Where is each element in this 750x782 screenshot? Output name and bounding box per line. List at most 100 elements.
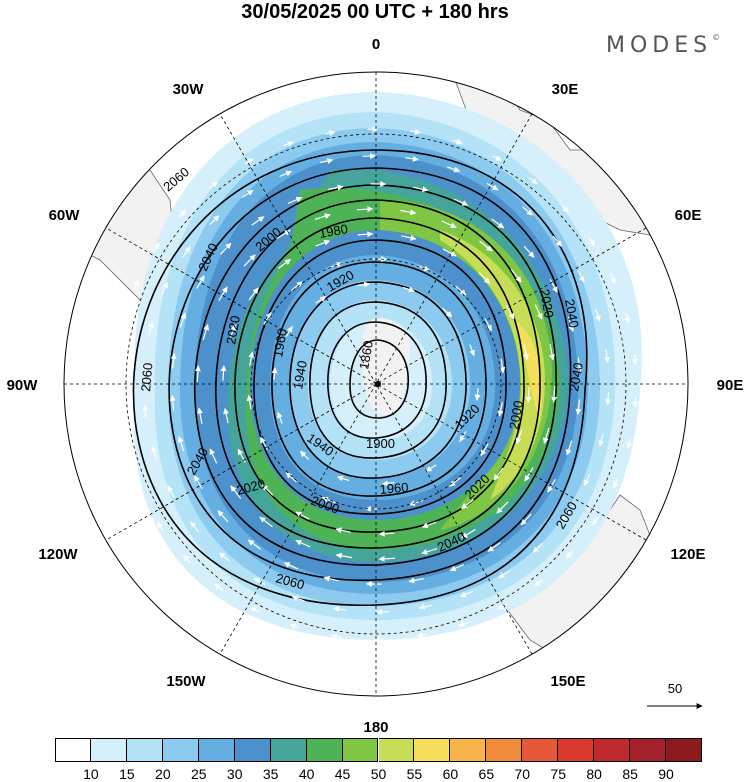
wind-vector-arrow [295,539,311,548]
colorbar-tick-label: 70 [514,766,531,782]
wind-vector-arrow [271,367,278,380]
wind-vector-arrow [335,552,353,559]
map-boundary [63,71,689,697]
wind-vector-arrow [469,344,475,357]
wind-vector-arrow [497,603,508,610]
contour-label: 2020 [223,314,243,345]
wind-vector-arrow [263,311,272,325]
colorbar-swatch [162,738,199,762]
wind-vector-arrow [283,562,299,570]
wind-vector-arrow [458,621,469,627]
meridian-30e-150w [219,113,533,655]
wind-vector-arrow [552,235,562,247]
wind-vector-arrow [156,521,164,531]
polar-map: 2060 2040 2020 2000 1980 1960 1940 1920 … [7,36,744,735]
wind-vector-arrow [447,166,461,173]
contour-1860 [349,339,409,419]
wind-vectors [113,126,639,642]
wind-vector-arrow [510,269,522,283]
wind-vector-arrow [408,577,424,584]
wind-vector-arrow [315,296,327,304]
wind-vector-arrow [515,429,523,445]
wind-band-60 [515,320,543,420]
wind-vector-arrow [287,196,303,204]
wind-vector-arrow [487,542,501,552]
wind-vector-arrow [194,365,201,382]
colorbar-swatch [558,738,595,762]
colorbar-swatch [55,738,91,762]
graticule [64,72,688,696]
reference-vector: 50 [647,681,703,709]
wind-vector-arrow [442,248,457,257]
wind-vector-arrow [142,404,149,419]
colorbar-swatch [450,738,487,762]
wind-vector-arrow [121,444,128,455]
wind-vector-arrow [413,186,429,193]
wind-vector-arrow [153,242,160,252]
wind-vector-arrow [522,206,533,216]
meridian-120e-60w [105,227,647,541]
south-pole-marker [375,381,381,387]
wind-vector-arrow [576,357,583,374]
wind-vector-arrow [218,286,228,301]
wind-vector-arrow [455,285,467,296]
wind-vector-arrow [575,399,582,415]
wind-vector-arrow [250,606,260,613]
brand-text: MODES [606,33,713,58]
wind-vector-arrow [277,411,283,424]
longitude-label-30w: 30W [173,81,205,98]
wind-vector-arrow [113,360,120,372]
wind-vector-arrow [609,273,616,284]
wind-vector-arrow [624,313,631,324]
wind-vector-arrow [261,484,274,496]
longitude-label-180: 180 [363,719,388,735]
contour-label: 1960 [270,327,290,358]
wind-vector-arrow [592,516,599,526]
contour-label: 2060 [138,362,155,392]
wind-vector-arrow [251,216,265,226]
colorbar [55,738,702,762]
wind-vector-arrow [402,286,415,293]
longitude-labels: 0 30E 60E 90E 120E 150E 180 150W 120W 90… [7,36,744,735]
wind-vector-arrow [167,485,175,498]
wind-vector-arrow [381,480,395,487]
wind-vector-arrow [577,270,585,283]
wind-vector-arrow [291,595,305,602]
wind-vector-arrow [182,246,191,258]
colorbar-swatch [198,738,235,762]
wind-vector-arrow [534,304,543,320]
wind-vector-arrow [421,548,438,555]
wind-vector-arrow [230,485,242,499]
wind-vector-arrow [506,305,515,320]
wind-vector-arrow [314,213,331,220]
wind-vector-arrow [151,446,157,460]
wind-vector-arrow [241,189,254,198]
wind-vector-arrow [220,365,227,381]
wind-vector-arrow [140,362,147,377]
wind-vector-arrow [214,583,224,591]
colorbar-swatch [522,738,559,762]
colorbar-tick-label: 30 [226,766,243,782]
wind-vector-arrow [479,240,493,252]
wind-vector-arrow [461,528,476,539]
wind-vector-arrow [217,510,229,523]
wind-vector-arrow [335,527,351,534]
wind-vector-arrow [565,550,574,559]
colorbar-swatch [378,738,415,762]
contour-1920 [289,281,467,479]
wind-vector-arrow [565,440,573,456]
wind-vector-arrow [551,386,558,403]
wind-vector-arrow [196,275,205,290]
wind-vector-arrow [190,521,200,533]
colorbar-tick-label: 25 [190,766,207,782]
wind-vector-arrow [528,177,538,185]
wind-vector-arrow [416,631,428,638]
wind-vector-arrow [523,344,529,361]
contour-label: 2000 [506,399,526,430]
longitude-label-90e: 90E [717,377,744,394]
wind-vector-arrow [478,272,491,284]
meridian-150e-30w [219,113,533,655]
wind-vector-arrow [410,128,421,135]
wind-vector-arrow [328,184,344,191]
wind-vector-arrow [209,448,218,464]
